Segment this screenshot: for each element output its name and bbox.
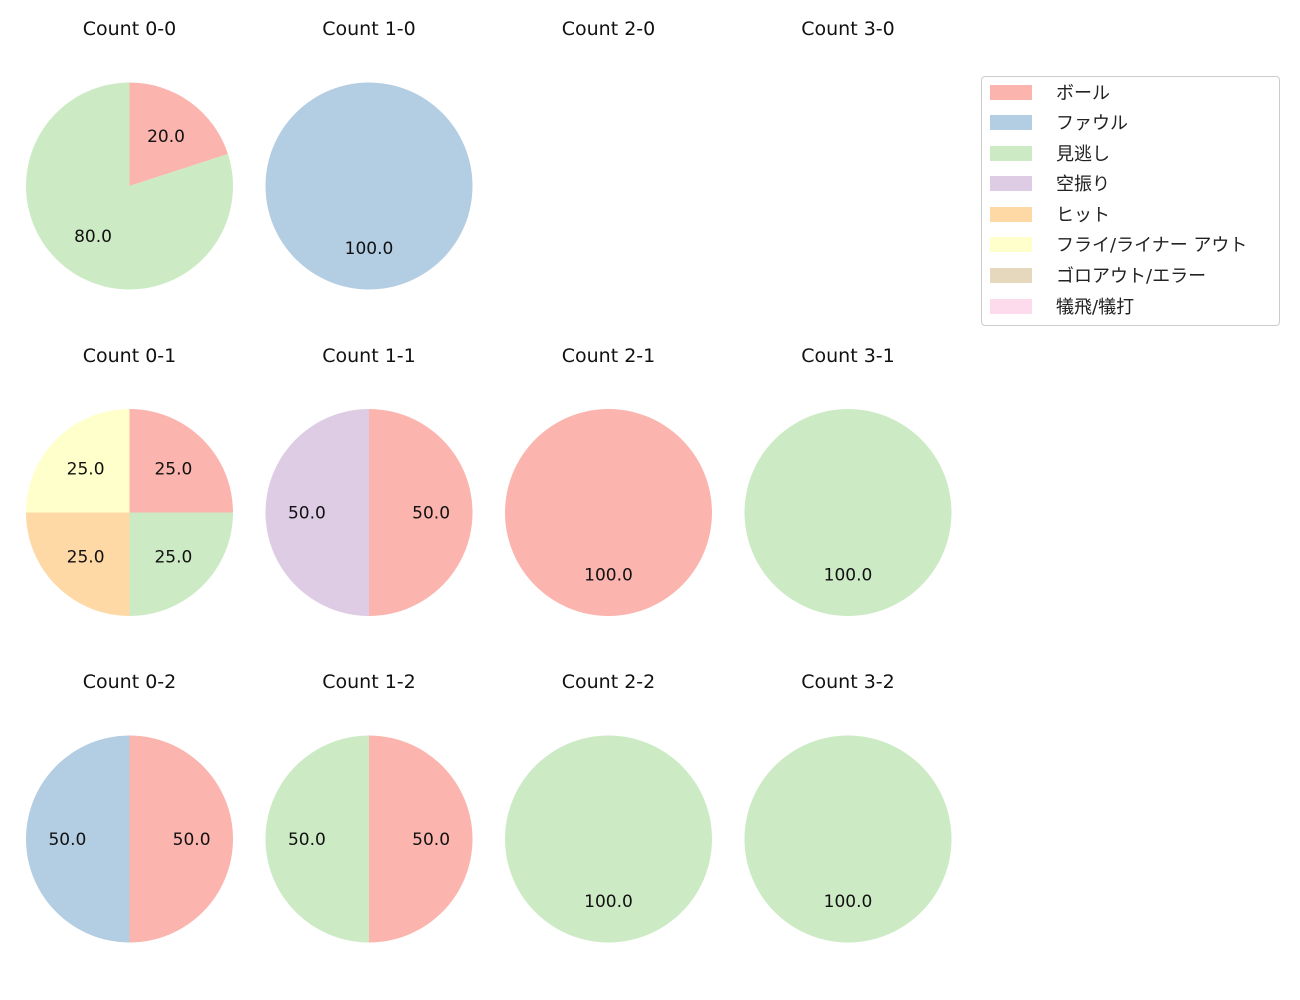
- legend-swatch: [990, 145, 1032, 161]
- legend-item-foul: ファウル: [990, 112, 1128, 134]
- legend-label: フライ/ライナー アウト: [1056, 235, 1248, 256]
- pie-title: Count 0-1: [83, 345, 177, 367]
- slice-label: 100.0: [345, 239, 394, 259]
- legend-swatch: [990, 175, 1032, 191]
- pie-slice: [505, 735, 712, 943]
- pie-slice: [369, 409, 473, 616]
- pie-title: Count 0-2: [83, 671, 177, 693]
- slice-label: 100.0: [824, 566, 873, 586]
- pie-slice: [129, 512, 233, 616]
- pie-slice: [265, 735, 369, 943]
- pie-count-1-0: Count 1-0 100.0: [265, 18, 473, 290]
- pie-slice: [129, 735, 234, 943]
- legend-label: ゴロアウト/エラー: [1056, 266, 1207, 287]
- pie-slice: [744, 409, 952, 616]
- slice-label: 100.0: [584, 892, 633, 912]
- pie-title: Count 3-1: [801, 345, 895, 367]
- legend-label: 犠飛/犠打: [1056, 297, 1135, 318]
- pie-title: Count 1-1: [322, 345, 416, 367]
- pie-slice: [744, 735, 952, 943]
- legend-label: ファウル: [1056, 113, 1128, 134]
- pie-count-1-2: Count 1-2 50.0 50.0: [265, 671, 473, 943]
- legend-item-called-strike: 見逃し: [990, 143, 1110, 165]
- pie-slice: [265, 409, 369, 616]
- legend-label: ヒット: [1056, 205, 1110, 226]
- legend-swatch: [990, 84, 1032, 100]
- pie-title: Count 2-0: [562, 18, 656, 40]
- pie-title: Count 0-0: [83, 18, 177, 40]
- legend-label: ボール: [1056, 83, 1110, 104]
- slice-label: 50.0: [412, 504, 450, 524]
- slice-label: 25.0: [67, 460, 105, 480]
- pie-title: Count 1-0: [322, 18, 416, 40]
- pie-slice: [129, 82, 228, 186]
- pie-title: Count 3-2: [801, 671, 895, 693]
- legend-item-ground-out: ゴロアウト/エラー: [990, 265, 1207, 287]
- pie-slice: [505, 409, 712, 616]
- pie-slice: [129, 409, 233, 513]
- pie-count-2-0: Count 2-0: [562, 18, 656, 40]
- slice-label: 20.0: [147, 127, 185, 147]
- legend-label: 空振り: [1056, 174, 1110, 195]
- pie-title: Count 2-2: [562, 671, 656, 693]
- pie-slice: [26, 82, 234, 290]
- pie-count-3-1: Count 3-1 100.0: [744, 345, 952, 616]
- slice-label: 50.0: [173, 830, 211, 850]
- legend-swatch: [990, 298, 1032, 314]
- legend-swatch: [990, 206, 1032, 222]
- legend-item-sacrifice: 犠飛/犠打: [990, 296, 1135, 318]
- pie-count-0-0: Count 0-0 20.0 80.0: [26, 18, 234, 290]
- slice-label: 50.0: [288, 504, 326, 524]
- pie-count-1-1: Count 1-1 50.0 50.0: [265, 345, 473, 616]
- slice-label: 25.0: [154, 460, 192, 480]
- pie-count-3-2: Count 3-2 100.0: [744, 671, 952, 943]
- slice-label: 50.0: [288, 830, 326, 850]
- legend-item-fly-out: フライ/ライナー アウト: [990, 234, 1248, 256]
- slice-label: 25.0: [154, 547, 192, 567]
- pie-count-0-1: Count 0-1 25.0 25.0 25.0 25.0: [26, 345, 233, 616]
- slice-label: 25.0: [67, 547, 105, 567]
- pie-slice: [369, 735, 473, 943]
- pie-slice: [26, 409, 130, 513]
- pie-count-2-2: Count 2-2 100.0: [505, 671, 712, 943]
- legend-swatch: [990, 114, 1032, 130]
- pie-title: Count 2-1: [562, 345, 656, 367]
- legend-item-ball: ボール: [990, 82, 1110, 104]
- pie-count-2-1: Count 2-1 100.0: [505, 345, 712, 616]
- legend-label: 見逃し: [1056, 144, 1110, 165]
- legend-swatch: [990, 267, 1032, 283]
- pie-count-3-0: Count 3-0: [801, 18, 895, 40]
- pie-slice: [26, 512, 130, 616]
- pie-title: Count 1-2: [322, 671, 416, 693]
- legend-item-hit: ヒット: [990, 204, 1110, 226]
- legend-item-swinging-strike: 空振り: [990, 173, 1110, 195]
- pie-slice: [265, 82, 473, 290]
- pie-title: Count 3-0: [801, 18, 895, 40]
- legend: ボール ファウル 見逃し 空振り ヒット フライ/ライナー アウト ゴロアウト/…: [981, 76, 1280, 326]
- slice-label: 50.0: [48, 830, 86, 850]
- pie-count-0-2: Count 0-2 50.0 50.0: [25, 671, 234, 943]
- slice-label: 100.0: [584, 566, 633, 586]
- legend-swatch: [990, 236, 1032, 252]
- slice-label: 50.0: [412, 830, 450, 850]
- slice-label: 100.0: [824, 892, 873, 912]
- pie-slice: [25, 735, 130, 943]
- slice-label: 80.0: [74, 227, 112, 247]
